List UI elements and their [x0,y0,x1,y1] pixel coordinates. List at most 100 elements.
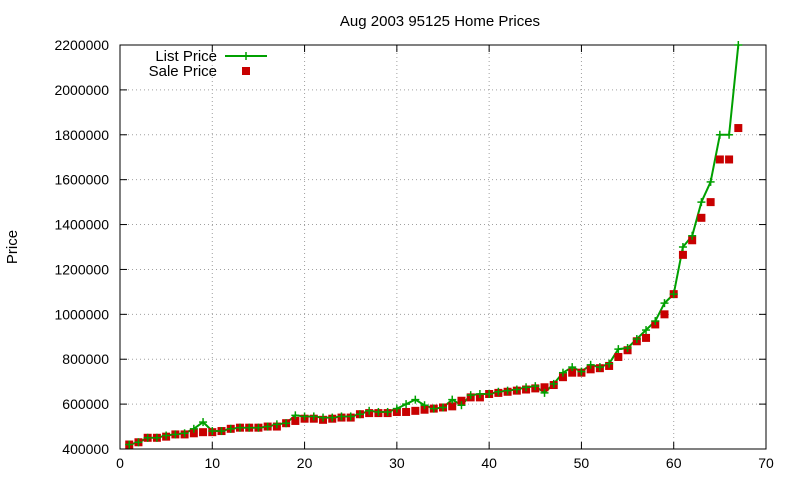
list-price-point [337,412,346,421]
legend-marker-list-price [242,52,250,60]
list-price-point [411,395,420,404]
list-price-point [272,420,281,429]
list-price-point [697,198,706,207]
x-tick-label: 60 [666,455,682,471]
list-price-point [466,391,475,400]
sale-price-point [189,429,198,438]
sale-price-point [291,416,300,425]
list-price-point [208,427,217,436]
list-price-point [706,177,715,186]
sale-price-point [715,155,724,164]
sale-price-point [660,310,669,319]
list-price-point [245,423,254,432]
sale-price-point [586,365,595,374]
plot-frame [119,44,767,450]
list-price-point [734,41,743,49]
legend-marker-sale-price [242,67,250,75]
list-price-point [263,422,272,431]
list-price-point [540,388,549,397]
list-price-point [448,395,457,404]
list-price-point [475,390,484,399]
sale-price-point [411,406,420,415]
list-price-point [392,404,401,413]
list-price-point [577,367,586,376]
x-tick-label: 10 [204,455,220,471]
y-tick-label: 1800000 [54,127,109,143]
x-tick-label: 70 [758,455,774,471]
list-price-point [623,344,632,352]
legend: List Price Sale Price [149,48,267,80]
y-tick-label: 2200000 [54,37,109,53]
sale-price-point [457,396,466,405]
list-price-point [725,130,734,139]
list-price-point [669,290,678,299]
list-price-point [143,433,152,442]
list-price-point [162,431,171,440]
list-price-point [595,363,604,372]
y-tick-label: 1200000 [54,261,109,277]
sale-price-point [642,333,651,342]
list-price-point [549,379,558,388]
list-price-point [152,433,161,442]
sale-price-point [540,383,549,392]
list-price-point [171,430,180,439]
list-price-point [568,363,577,372]
sale-price-point [725,155,734,164]
sale-price-point [697,213,706,222]
list-price-point [254,423,263,432]
list-price-point [420,401,429,410]
sale-price-point [706,198,715,207]
list-price-point [642,326,651,335]
list-price-point [586,360,595,369]
sale-price-point [402,407,411,416]
list-price-point [328,413,337,422]
chart-title: Aug 2003 95125 Home Prices [340,13,540,30]
grid-lines [120,45,766,449]
sale-price-point [678,250,687,259]
list-price-point [494,387,503,396]
list-price-point [319,413,328,422]
list-price-point [282,419,291,428]
list-price-point [614,345,623,354]
sale-price-point [448,402,457,411]
y-tick-label: 1000000 [54,306,109,322]
list-price-point [309,412,318,421]
y-tick-label: 1400000 [54,217,109,233]
sale-price-point [558,373,567,382]
list-price-point [235,423,244,432]
x-tick-label: 40 [481,455,497,471]
y-tick-label: 400000 [62,441,109,457]
data-series [125,41,743,449]
y-tick-label: 800000 [62,351,109,367]
list-price-point [217,427,226,436]
list-price-point [355,410,364,419]
list-price-point [651,317,660,326]
list-price-point [189,424,198,433]
list-price-point [125,440,134,449]
sale-price-point [688,236,697,245]
y-tick-label: 600000 [62,396,109,412]
y-tick-label: 2000000 [54,82,109,98]
list-price-point [558,368,567,377]
sale-price-point [568,368,577,377]
x-tick-label: 50 [574,455,590,471]
list-price-point [512,385,521,394]
list-price-point [678,243,687,251]
list-price-point [300,412,309,421]
list-price-point [199,418,208,427]
list-price-point [522,383,531,392]
x-tick-label: 0 [116,455,124,471]
list-price-point [383,407,392,416]
list-price-point [457,401,466,410]
list-price-point [374,407,383,416]
list-price-point [134,438,143,447]
list-price-point [485,390,494,399]
x-tick-label: 20 [297,455,313,471]
sale-price-point [614,352,623,361]
legend-label-list-price: List Price [155,48,217,65]
list-price-line [128,44,740,446]
list-price-point [503,386,512,395]
list-price-point [226,424,235,433]
sale-price-point [420,405,429,414]
